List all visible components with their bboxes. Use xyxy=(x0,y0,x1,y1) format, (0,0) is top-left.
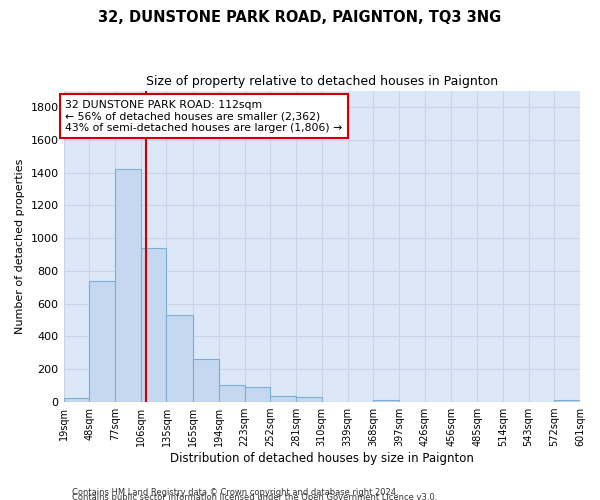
Bar xyxy=(373,400,399,402)
Bar xyxy=(193,358,219,402)
Bar xyxy=(245,386,271,402)
Text: Contains public sector information licensed under the Open Government Licence v3: Contains public sector information licen… xyxy=(72,493,437,500)
Bar xyxy=(271,396,296,402)
Bar xyxy=(554,400,580,402)
X-axis label: Distribution of detached houses by size in Paignton: Distribution of detached houses by size … xyxy=(170,452,474,465)
Bar xyxy=(64,398,89,402)
Bar xyxy=(89,281,115,402)
Y-axis label: Number of detached properties: Number of detached properties xyxy=(15,158,25,334)
Bar xyxy=(141,248,166,402)
Bar xyxy=(219,385,245,402)
Bar xyxy=(166,315,193,402)
Bar xyxy=(296,398,322,402)
Text: Contains HM Land Registry data © Crown copyright and database right 2024.: Contains HM Land Registry data © Crown c… xyxy=(72,488,398,497)
Text: 32, DUNSTONE PARK ROAD, PAIGNTON, TQ3 3NG: 32, DUNSTONE PARK ROAD, PAIGNTON, TQ3 3N… xyxy=(98,10,502,25)
Text: 32 DUNSTONE PARK ROAD: 112sqm
← 56% of detached houses are smaller (2,362)
43% o: 32 DUNSTONE PARK ROAD: 112sqm ← 56% of d… xyxy=(65,100,343,133)
Title: Size of property relative to detached houses in Paignton: Size of property relative to detached ho… xyxy=(146,75,498,88)
Bar xyxy=(115,170,141,402)
